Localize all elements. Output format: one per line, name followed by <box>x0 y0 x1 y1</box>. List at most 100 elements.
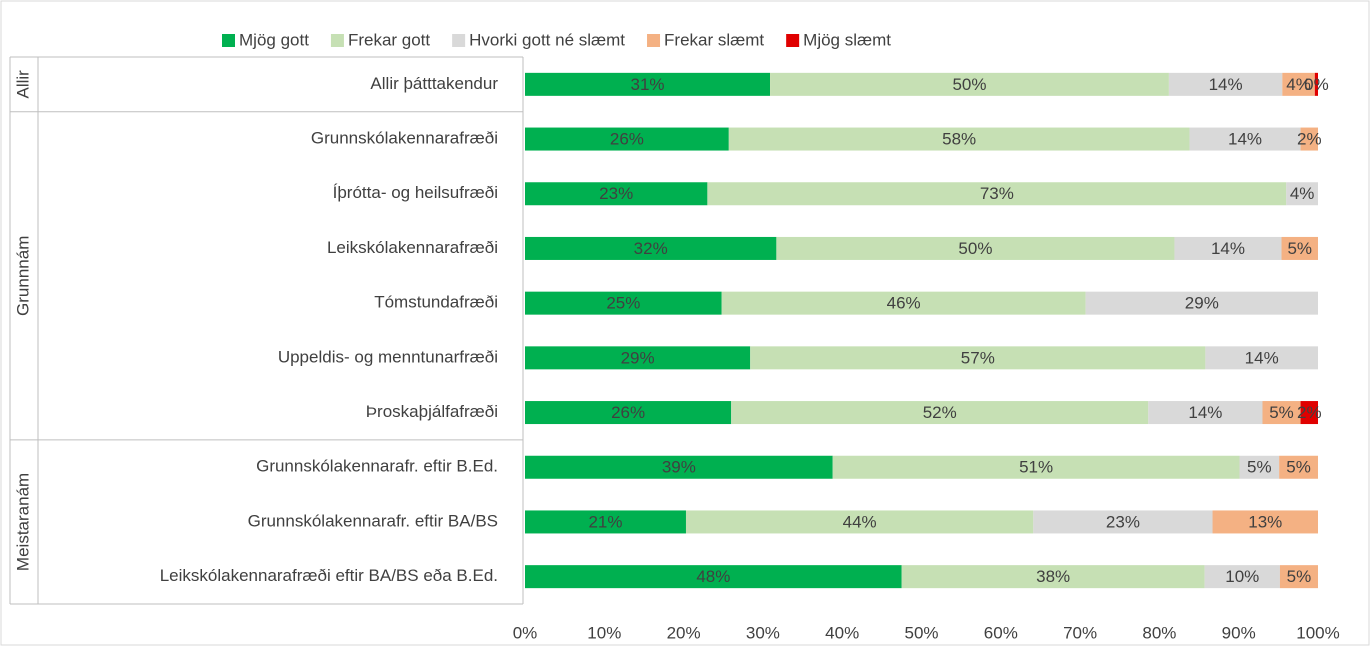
x-tick-label: 20% <box>667 623 701 642</box>
data-label: 50% <box>958 239 992 258</box>
x-tick-label: 90% <box>1222 623 1256 642</box>
legend-swatch <box>222 34 235 47</box>
category-label: Leikskólakennarafræði eftir BA/BS eða B.… <box>160 566 498 585</box>
legend-label: Hvorki gott né slæmt <box>469 30 625 49</box>
legend-swatch <box>786 34 800 47</box>
data-label: 13% <box>1248 512 1282 531</box>
legend-label: Mjög slæmt <box>803 30 891 49</box>
bar-segment <box>525 182 708 206</box>
data-label: 23% <box>1106 512 1140 531</box>
bar-segment <box>525 291 722 315</box>
data-label: 29% <box>621 348 655 367</box>
category-label: Þroskaþjálfafræði <box>366 402 498 421</box>
data-label: 58% <box>942 130 976 149</box>
bar-segment <box>1174 236 1282 260</box>
data-label: 52% <box>923 403 957 422</box>
bar-segment <box>1239 455 1280 479</box>
bar-segment <box>525 72 771 96</box>
x-tick-label: 70% <box>1063 623 1097 642</box>
category-label: Íþrótta- og heilsufræði <box>333 183 498 202</box>
x-tick-label: 30% <box>746 623 780 642</box>
bar-segment <box>1262 401 1301 425</box>
x-tick-label: 50% <box>904 623 938 642</box>
x-tick-label: 100% <box>1296 623 1339 642</box>
bar-segment <box>731 401 1149 425</box>
bar-segment <box>750 346 1206 370</box>
data-label: 4% <box>1290 184 1315 203</box>
category-label: Leikskólakennarafræði <box>327 238 498 257</box>
legend-swatch <box>452 34 466 47</box>
bar-segment <box>1212 510 1318 534</box>
data-label: 5% <box>1287 567 1312 586</box>
bar-segment <box>1189 127 1301 151</box>
bar-segment <box>776 236 1175 260</box>
data-label: 29% <box>1185 294 1219 313</box>
category-label: Grunnskólakennarafr. eftir BA/BS <box>248 511 498 530</box>
x-tick-label: 10% <box>587 623 621 642</box>
data-label: 23% <box>599 184 633 203</box>
data-label: 73% <box>980 184 1014 203</box>
legend-label: Mjög gott <box>239 30 309 49</box>
bar-segment <box>707 182 1287 206</box>
legend-label: Frekar slæmt <box>664 30 764 49</box>
data-label: 5% <box>1287 239 1312 258</box>
bar-segment <box>721 291 1086 315</box>
bar-segment <box>525 346 751 370</box>
data-label: 0% <box>1304 75 1329 94</box>
data-label: 39% <box>662 458 696 477</box>
data-label: 10% <box>1225 567 1259 586</box>
data-label: 5% <box>1269 403 1294 422</box>
data-label: 32% <box>634 239 668 258</box>
bar-segment <box>1300 127 1318 151</box>
data-label: 46% <box>887 294 921 313</box>
bar-segment <box>685 510 1034 534</box>
category-label: Grunnskólakennarafræði <box>311 129 498 148</box>
bar-segment <box>525 401 732 425</box>
bar-segment <box>525 565 902 589</box>
data-label: 31% <box>631 75 665 94</box>
data-label: 21% <box>588 512 622 531</box>
data-label: 5% <box>1247 458 1272 477</box>
bar-segment <box>1282 72 1315 96</box>
x-tick-label: 60% <box>984 623 1018 642</box>
bar-segment <box>1204 565 1280 589</box>
data-label: 14% <box>1209 75 1243 94</box>
bar-segment <box>1033 510 1213 534</box>
data-label: 14% <box>1211 239 1245 258</box>
bar-segment <box>1148 401 1263 425</box>
data-label: 26% <box>610 130 644 149</box>
bar-segment <box>1205 346 1318 370</box>
data-label: 5% <box>1286 458 1311 477</box>
data-label: 26% <box>611 403 645 422</box>
bar-segment <box>1286 182 1318 206</box>
category-label: Allir þátttakendur <box>370 74 498 93</box>
legend-swatch <box>647 34 661 47</box>
legend-swatch <box>330 34 344 47</box>
data-label: 25% <box>606 294 640 313</box>
bar-segment <box>1281 236 1318 260</box>
data-label: 14% <box>1188 403 1222 422</box>
category-label: Tómstundafræði <box>374 293 498 312</box>
category-label: Uppeldis- og menntunarfræði <box>278 347 498 366</box>
bar-segment <box>832 455 1240 479</box>
data-label: 2% <box>1297 403 1322 422</box>
group-label: Meistaranám <box>13 473 32 571</box>
bar-segment <box>901 565 1205 589</box>
bar-segment <box>1085 291 1318 315</box>
data-label: 38% <box>1036 567 1070 586</box>
bar-segment <box>525 455 833 479</box>
bar-segment <box>1279 565 1318 589</box>
x-tick-label: 40% <box>825 623 859 642</box>
data-label: 4% <box>1286 75 1311 94</box>
bar-segment <box>1300 401 1318 425</box>
bar-segment <box>770 72 1169 96</box>
group-label: Grunnnám <box>13 236 32 316</box>
data-label: 44% <box>843 512 877 531</box>
bar-segment <box>1168 72 1283 96</box>
data-label: 50% <box>952 75 986 94</box>
legend-label: Frekar gott <box>348 30 430 49</box>
x-tick-label: 80% <box>1142 623 1176 642</box>
bar-segment <box>525 510 686 534</box>
data-label: 57% <box>961 348 995 367</box>
